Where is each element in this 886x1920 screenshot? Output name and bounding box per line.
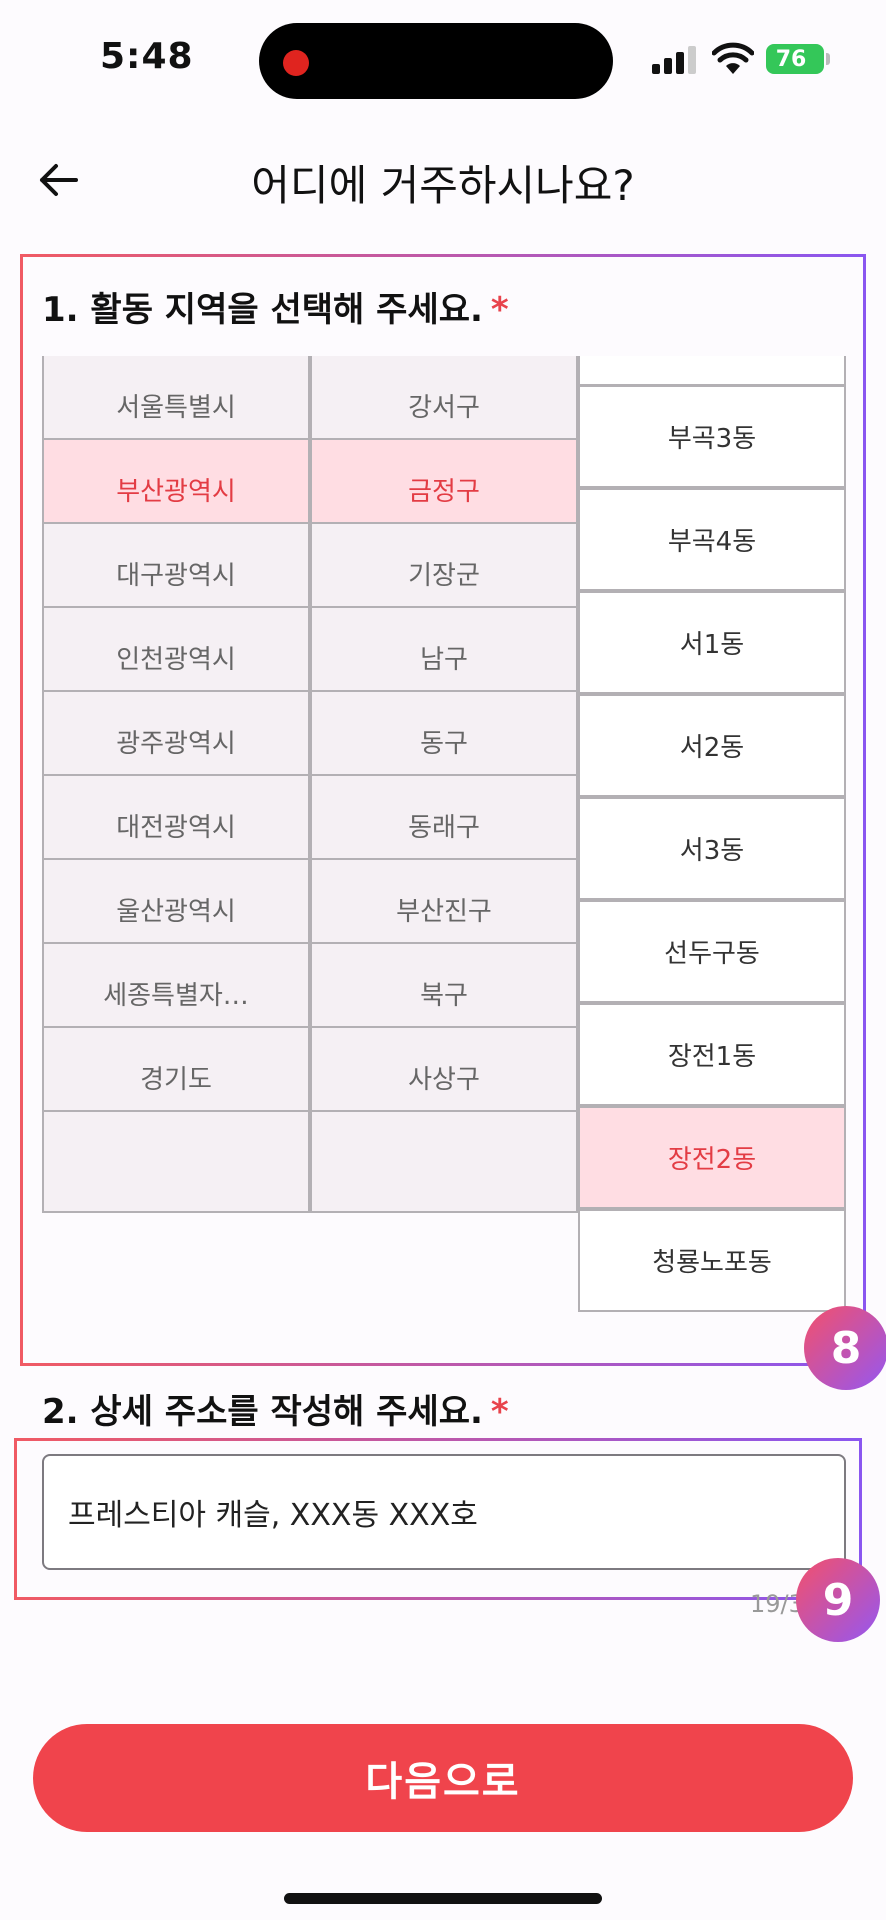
cellular-signal-icon <box>652 44 700 74</box>
neighborhood-item[interactable]: 청룡노포동 <box>578 1209 846 1312</box>
detail-address-input[interactable] <box>42 1454 846 1570</box>
neighborhood-item[interactable]: 부곡4동 <box>578 488 846 591</box>
region-picker: 서울특별시 부산광역시 대구광역시 인천광역시 광주광역시 대전광역시 울산광역… <box>42 356 846 1313</box>
district-column[interactable]: 강서구 금정구 기장군 남구 동구 동래구 부산진구 북구 사상구 <box>310 356 578 1313</box>
neighborhood-item[interactable]: 서2동 <box>578 694 846 797</box>
battery-icon: 76 <box>766 44 830 74</box>
annotation-badge-9: 9 <box>796 1558 880 1642</box>
neighborhood-item[interactable]: 서3동 <box>578 797 846 900</box>
section-2-title: 2. 상세 주소를 작성해 주세요. <box>42 1392 483 1432</box>
neighborhood-column[interactable]: 부곡3동 부곡4동 서1동 서2동 서3동 선두구동 장전1동 장전2동 청룡노… <box>578 356 846 1313</box>
neighborhood-item[interactable]: 선두구동 <box>578 900 846 1003</box>
battery-level: 76 <box>775 46 807 72</box>
province-column[interactable]: 서울특별시 부산광역시 대구광역시 인천광역시 광주광역시 대전광역시 울산광역… <box>42 356 310 1313</box>
annotation-badge-8: 8 <box>804 1306 886 1390</box>
neighborhood-item[interactable] <box>578 356 846 386</box>
recording-indicator-icon <box>283 50 309 76</box>
province-item[interactable] <box>42 1110 310 1213</box>
back-arrow-icon[interactable] <box>36 158 80 202</box>
district-item[interactable] <box>310 1110 578 1213</box>
status-time: 5:48 <box>100 36 194 77</box>
home-indicator[interactable] <box>284 1893 602 1904</box>
next-button[interactable]: 다음으로 <box>33 1724 853 1832</box>
neighborhood-item[interactable]: 장전1동 <box>578 1003 846 1106</box>
neighborhood-item[interactable]: 부곡3동 <box>578 385 846 488</box>
char-count: 19/3 <box>750 1590 804 1618</box>
section-1-heading: 1. 활동 지역을 선택해 주세요. * <box>42 282 509 331</box>
dynamic-island <box>259 23 613 99</box>
required-mark: * <box>490 1392 509 1432</box>
section-2-heading: 2. 상세 주소를 작성해 주세요. * <box>42 1384 509 1433</box>
required-mark: * <box>490 290 509 330</box>
page-title: 어디에 거주하시나요? <box>251 161 635 210</box>
section-1-title: 1. 활동 지역을 선택해 주세요. <box>42 290 483 330</box>
wifi-icon <box>712 42 754 74</box>
neighborhood-item[interactable]: 서1동 <box>578 591 846 694</box>
neighborhood-item-selected[interactable]: 장전2동 <box>578 1106 846 1209</box>
